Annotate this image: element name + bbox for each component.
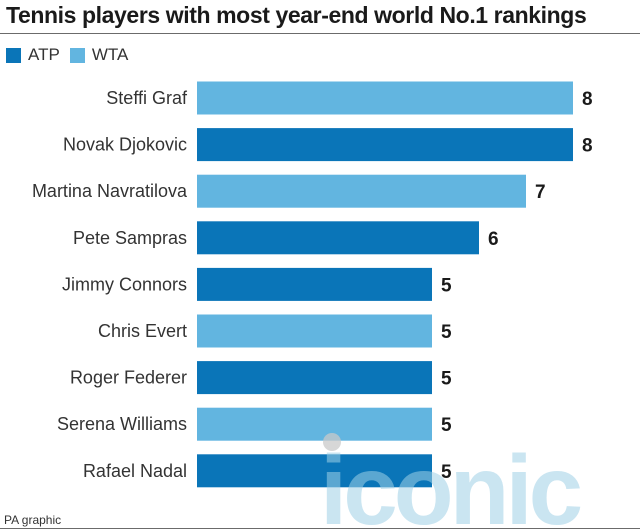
- category-label-novak-djokovic: Novak Djokovic: [63, 135, 187, 155]
- chart-title: Tennis players with most year-end world …: [6, 2, 587, 28]
- bar-rafael-nadal: [197, 454, 432, 488]
- watermark-dot: [323, 433, 341, 451]
- value-label-martina-navratilova: 7: [535, 182, 546, 203]
- bar-steffi-graf: [197, 81, 573, 115]
- bar-pete-sampras: [197, 221, 479, 255]
- value-label-jimmy-connors: 5: [441, 275, 452, 296]
- value-label-chris-evert: 5: [441, 322, 452, 343]
- category-label-jimmy-connors: Jimmy Connors: [62, 274, 187, 294]
- category-label-steffi-graf: Steffi Graf: [106, 88, 188, 108]
- category-label-pete-sampras: Pete Sampras: [73, 228, 187, 248]
- legend-swatch-atp: [6, 47, 21, 63]
- legend-swatch-wta: [69, 47, 85, 63]
- bar-martina-navratilova: [197, 174, 526, 208]
- value-label-roger-federer: 5: [441, 369, 452, 390]
- legend-label-wta: WTA: [91, 45, 129, 64]
- category-label-roger-federer: Roger Federer: [70, 368, 187, 388]
- legend: ATP WTA: [6, 45, 138, 65]
- bottom-divider: [0, 528, 640, 529]
- value-label-novak-djokovic: 8: [582, 136, 593, 157]
- value-label-steffi-graf: 8: [582, 89, 593, 110]
- value-label-rafael-nadal: 5: [441, 462, 452, 483]
- legend-item-wta: WTA: [69, 45, 129, 65]
- legend-label-atp: ATP: [28, 45, 60, 64]
- top-divider: [0, 33, 640, 34]
- category-label-serena-williams: Serena Williams: [57, 414, 187, 434]
- category-label-rafael-nadal: Rafael Nadal: [83, 461, 187, 481]
- watermark: iconic: [320, 433, 585, 531]
- value-label-pete-sampras: 6: [488, 229, 499, 250]
- source-credit: PA graphic: [4, 513, 62, 527]
- bar-roger-federer: [197, 361, 432, 395]
- value-label-serena-williams: 5: [441, 415, 452, 436]
- legend-item-atp: ATP: [6, 45, 60, 65]
- bar-novak-djokovic: [197, 128, 573, 162]
- category-label-martina-navratilova: Martina Navratilova: [32, 181, 188, 201]
- watermark-text: iconic: [320, 435, 581, 531]
- bar-serena-williams: [197, 407, 432, 441]
- bar-jimmy-connors: [197, 267, 432, 301]
- bar-chris-evert: [197, 314, 432, 348]
- bar-chart: Steffi Graf 8 Novak Djokovic 8 Martina Navra…: [32, 81, 593, 488]
- category-label-chris-evert: Chris Evert: [98, 321, 187, 341]
